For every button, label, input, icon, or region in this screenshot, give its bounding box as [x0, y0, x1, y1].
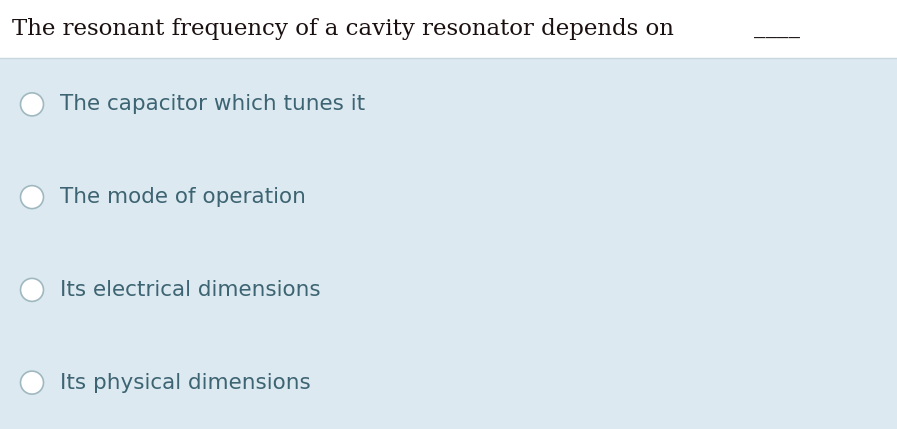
Text: The mode of operation: The mode of operation [59, 187, 305, 207]
Ellipse shape [21, 278, 43, 302]
Ellipse shape [21, 186, 43, 208]
Text: Its physical dimensions: Its physical dimensions [59, 373, 310, 393]
Bar [0, 0, 897, 58]
Text: Its electrical dimensions: Its electrical dimensions [59, 280, 320, 300]
Text: The capacitor which tunes it: The capacitor which tunes it [59, 94, 364, 115]
Ellipse shape [21, 371, 43, 394]
Ellipse shape [21, 93, 43, 116]
Text: The resonant frequency of a cavity resonator depends on: The resonant frequency of a cavity reson… [12, 18, 674, 40]
Text: ____: ____ [754, 17, 800, 39]
